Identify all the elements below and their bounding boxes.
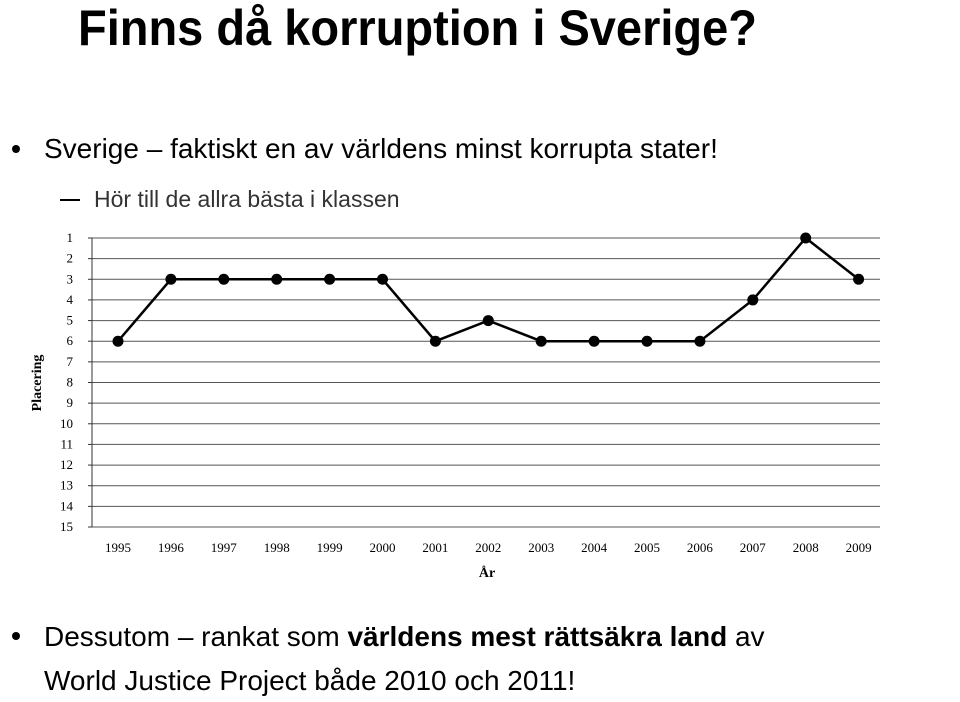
x-tick-label: 2002 — [475, 540, 501, 555]
y-tick-label: 12 — [60, 457, 73, 472]
y-tick-label: 3 — [67, 271, 74, 286]
data-point — [218, 273, 230, 285]
y-axis-label: Placering — [30, 355, 45, 412]
bullet-dot — [12, 145, 20, 153]
y-tick-label: 9 — [67, 395, 74, 410]
y-tick-label: 5 — [67, 313, 74, 328]
x-tick-label: 2001 — [422, 540, 448, 555]
data-point — [324, 273, 336, 285]
bullet-text-bold: världens mest rättsäkra land — [347, 621, 728, 652]
sub-bullet-dash — [60, 199, 80, 201]
y-tick-label: 10 — [60, 416, 73, 431]
bullet-dot — [12, 632, 20, 640]
data-point — [694, 335, 706, 347]
y-tick-label: 14 — [60, 498, 74, 513]
data-point — [429, 335, 441, 347]
data-point — [800, 232, 812, 244]
y-tick-label: 1 — [67, 230, 74, 245]
x-tick-label: 2008 — [793, 540, 819, 555]
x-tick-label: 2005 — [634, 540, 660, 555]
sub-bullet-text: Hör till de allra bästa i klassen — [94, 186, 400, 212]
slide-title: Finns då korruption i Sverige? — [78, 0, 757, 56]
x-tick-label: 2009 — [846, 540, 872, 555]
x-tick-label: 1997 — [211, 540, 238, 555]
x-tick-label: 1996 — [158, 540, 185, 555]
x-tick-label: 1998 — [264, 540, 290, 555]
y-tick-label: 2 — [67, 251, 74, 266]
x-tick-label: 1995 — [105, 540, 131, 555]
data-point — [641, 335, 653, 347]
data-point — [853, 273, 865, 285]
y-tick-label: 11 — [60, 436, 73, 451]
data-point — [588, 335, 600, 347]
bullet-text: Dessutom – rankat som världens mest rätt… — [44, 620, 765, 654]
data-point — [165, 273, 177, 285]
x-tick-label: 2000 — [370, 540, 396, 555]
data-point — [747, 294, 759, 306]
y-tick-label: 4 — [67, 292, 74, 307]
x-tick-label: 2006 — [687, 540, 714, 555]
y-tick-label: 13 — [60, 478, 73, 493]
bullet-text-prefix: Dessutom – rankat som — [44, 621, 348, 652]
y-tick-label: 6 — [67, 333, 74, 348]
bullet-text: Sverige – faktiskt en av världens minst … — [44, 133, 718, 164]
y-tick-label: 7 — [67, 354, 74, 369]
data-point — [377, 273, 388, 285]
data-point — [112, 335, 124, 347]
x-tick-label: 2004 — [581, 540, 608, 555]
bullet-text-suffix: av — [727, 621, 765, 652]
data-point — [271, 273, 283, 285]
x-tick-label: 1999 — [317, 540, 343, 555]
x-tick-label: 2007 — [740, 540, 767, 555]
data-point — [535, 335, 547, 347]
x-axis-label: År — [479, 565, 495, 581]
bullet-text-line2: World Justice Project både 2010 och 2011… — [44, 665, 576, 696]
y-tick-label: 8 — [67, 375, 74, 390]
data-point — [482, 315, 494, 327]
y-tick-label: 15 — [60, 519, 73, 534]
x-tick-label: 2003 — [528, 540, 554, 555]
